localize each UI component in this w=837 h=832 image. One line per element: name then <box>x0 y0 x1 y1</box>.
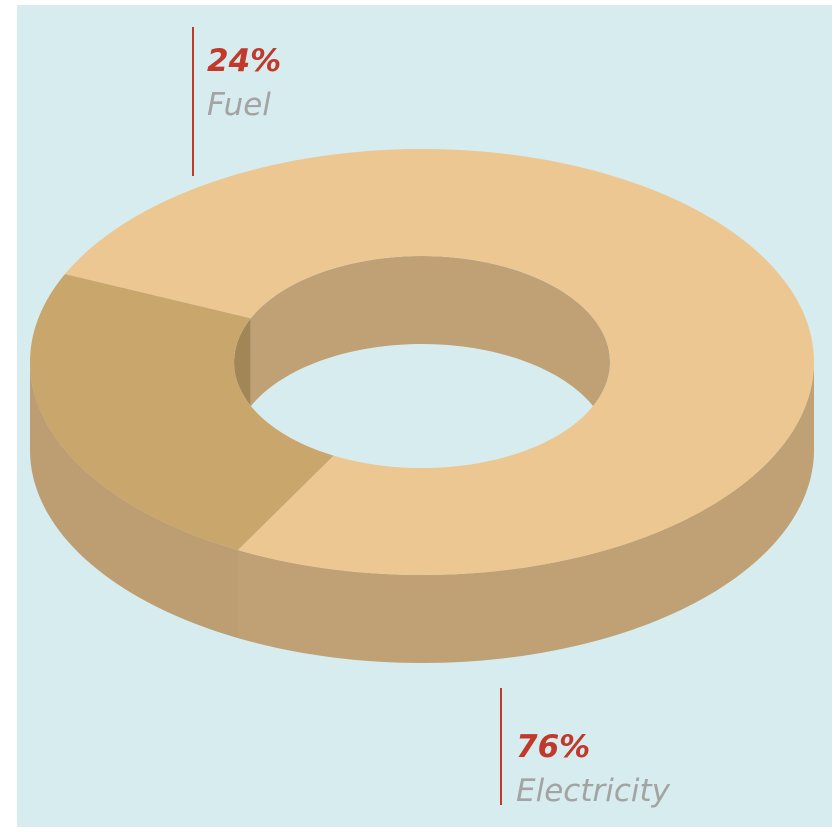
chart-panel: 24% Fuel 76% Electricity <box>17 5 832 827</box>
donut-chart: 24% Fuel 76% Electricity <box>30 27 815 809</box>
side-wall-electricity <box>237 362 815 663</box>
inner-wall-electricity <box>250 256 610 450</box>
category-label-fuel: Fuel <box>207 87 271 123</box>
slice-electricity <box>65 149 814 575</box>
side-wall-fuel <box>30 362 238 639</box>
value-label-electricity: 76% <box>516 729 590 765</box>
slice-fuel <box>30 274 334 551</box>
category-label-electricity: Electricity <box>516 773 671 809</box>
value-label-fuel: 24% <box>207 43 281 79</box>
